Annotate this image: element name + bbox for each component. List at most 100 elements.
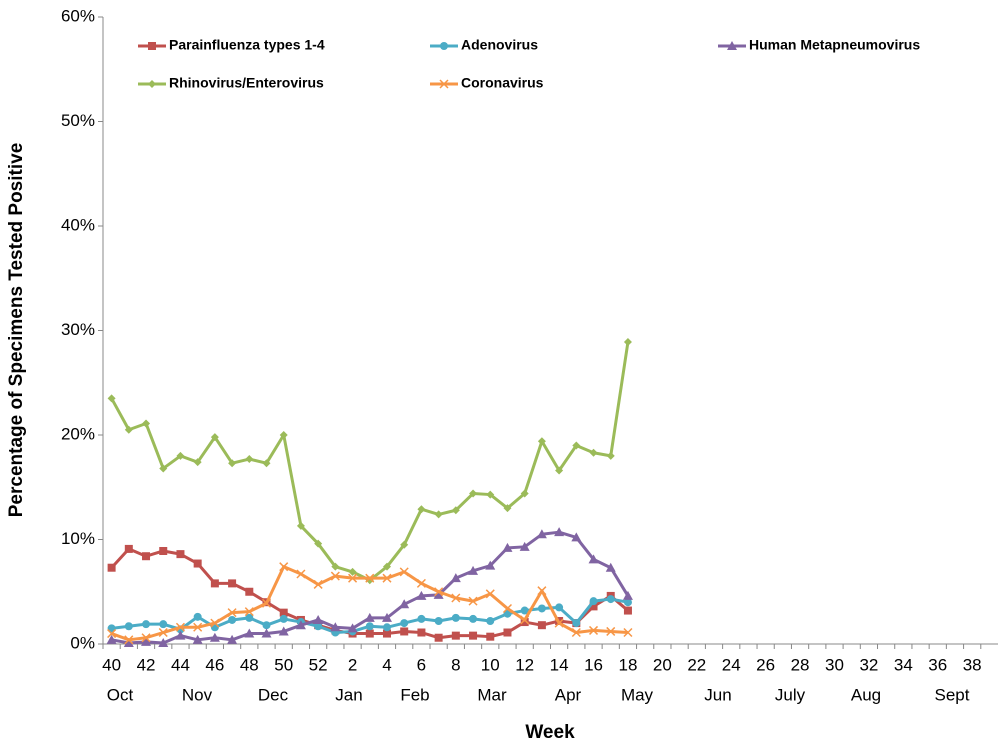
x-tick-label: 4 [382, 655, 391, 674]
marker [141, 633, 151, 643]
legend-label: Rhinovirus/Enterovirus [169, 75, 324, 91]
marker [142, 419, 151, 428]
marker [623, 337, 632, 346]
marker [159, 620, 168, 629]
marker [148, 80, 156, 88]
marker [485, 589, 495, 599]
marker [537, 621, 546, 630]
marker [314, 539, 323, 548]
marker [606, 626, 616, 636]
x-tick-label: 8 [451, 655, 460, 674]
marker [417, 628, 426, 637]
marker [589, 448, 598, 457]
x-axis-title: Week [525, 722, 575, 743]
marker [399, 599, 410, 609]
marker [434, 510, 443, 519]
marker [348, 567, 357, 576]
marker [193, 612, 202, 621]
marker [175, 630, 186, 640]
marker [571, 532, 582, 542]
marker [400, 540, 409, 549]
marker [572, 441, 581, 450]
marker [106, 634, 117, 644]
marker [503, 609, 512, 618]
marker [295, 620, 306, 630]
x-tick-label: 48 [240, 655, 259, 674]
marker [228, 615, 237, 624]
marker [589, 597, 598, 606]
marker [468, 565, 479, 575]
marker [107, 624, 116, 633]
marker [503, 628, 512, 637]
x-tick-label: 16 [584, 655, 603, 674]
y-tick-label: 50% [61, 111, 95, 130]
y-tick-label: 60% [61, 6, 95, 25]
marker [589, 602, 598, 611]
marker [210, 579, 219, 588]
marker [192, 634, 203, 644]
marker [727, 41, 737, 50]
y-tick-label: 30% [61, 320, 95, 339]
marker [142, 552, 151, 561]
marker [228, 459, 237, 468]
x-tick-label: 2 [348, 655, 357, 674]
marker [123, 637, 134, 647]
marker [296, 521, 305, 530]
marker [245, 613, 254, 622]
marker [330, 571, 340, 581]
month-label: May [621, 685, 654, 704]
x-tick-label: 34 [894, 655, 913, 674]
marker [520, 615, 530, 625]
marker [227, 608, 237, 618]
x-tick-label: 40 [102, 655, 121, 674]
x-tick-label: 50 [274, 655, 293, 674]
marker [142, 620, 151, 629]
marker [440, 42, 448, 50]
x-tick-label: 46 [205, 655, 224, 674]
marker [588, 554, 599, 564]
marker [158, 627, 168, 638]
marker [209, 632, 220, 642]
marker [365, 573, 375, 583]
marker [417, 505, 426, 514]
marker [451, 506, 460, 515]
marker [623, 606, 632, 615]
x-tick-label: 24 [722, 655, 741, 674]
marker [314, 622, 323, 631]
marker [623, 627, 633, 638]
month-label: Dec [258, 685, 289, 704]
marker [486, 617, 495, 626]
month-label: Sept [935, 685, 970, 704]
month-label: July [775, 685, 806, 704]
marker [175, 622, 185, 632]
marker [313, 614, 324, 624]
y-tick-label: 20% [61, 424, 95, 443]
marker [502, 603, 513, 614]
y-tick-label: 10% [61, 529, 95, 548]
x-tick-label: 14 [550, 655, 569, 674]
marker [520, 489, 529, 498]
marker [124, 635, 134, 645]
marker [227, 634, 238, 644]
marker [313, 579, 323, 589]
marker [279, 431, 288, 439]
marker [605, 562, 616, 572]
marker [433, 589, 444, 599]
marker [434, 633, 443, 642]
marker [588, 625, 599, 635]
series-line [110, 341, 630, 582]
legend-label: Adenovirus [461, 37, 538, 53]
x-tick-label: 52 [309, 655, 328, 674]
marker [176, 550, 185, 559]
marker [606, 451, 615, 460]
marker [537, 437, 546, 446]
marker [606, 595, 615, 604]
marker [503, 504, 512, 513]
marker [554, 618, 564, 628]
marker [451, 593, 461, 603]
x-tick-label: 6 [417, 655, 426, 674]
marker [468, 596, 478, 606]
marker [399, 567, 409, 577]
marker [485, 560, 496, 570]
